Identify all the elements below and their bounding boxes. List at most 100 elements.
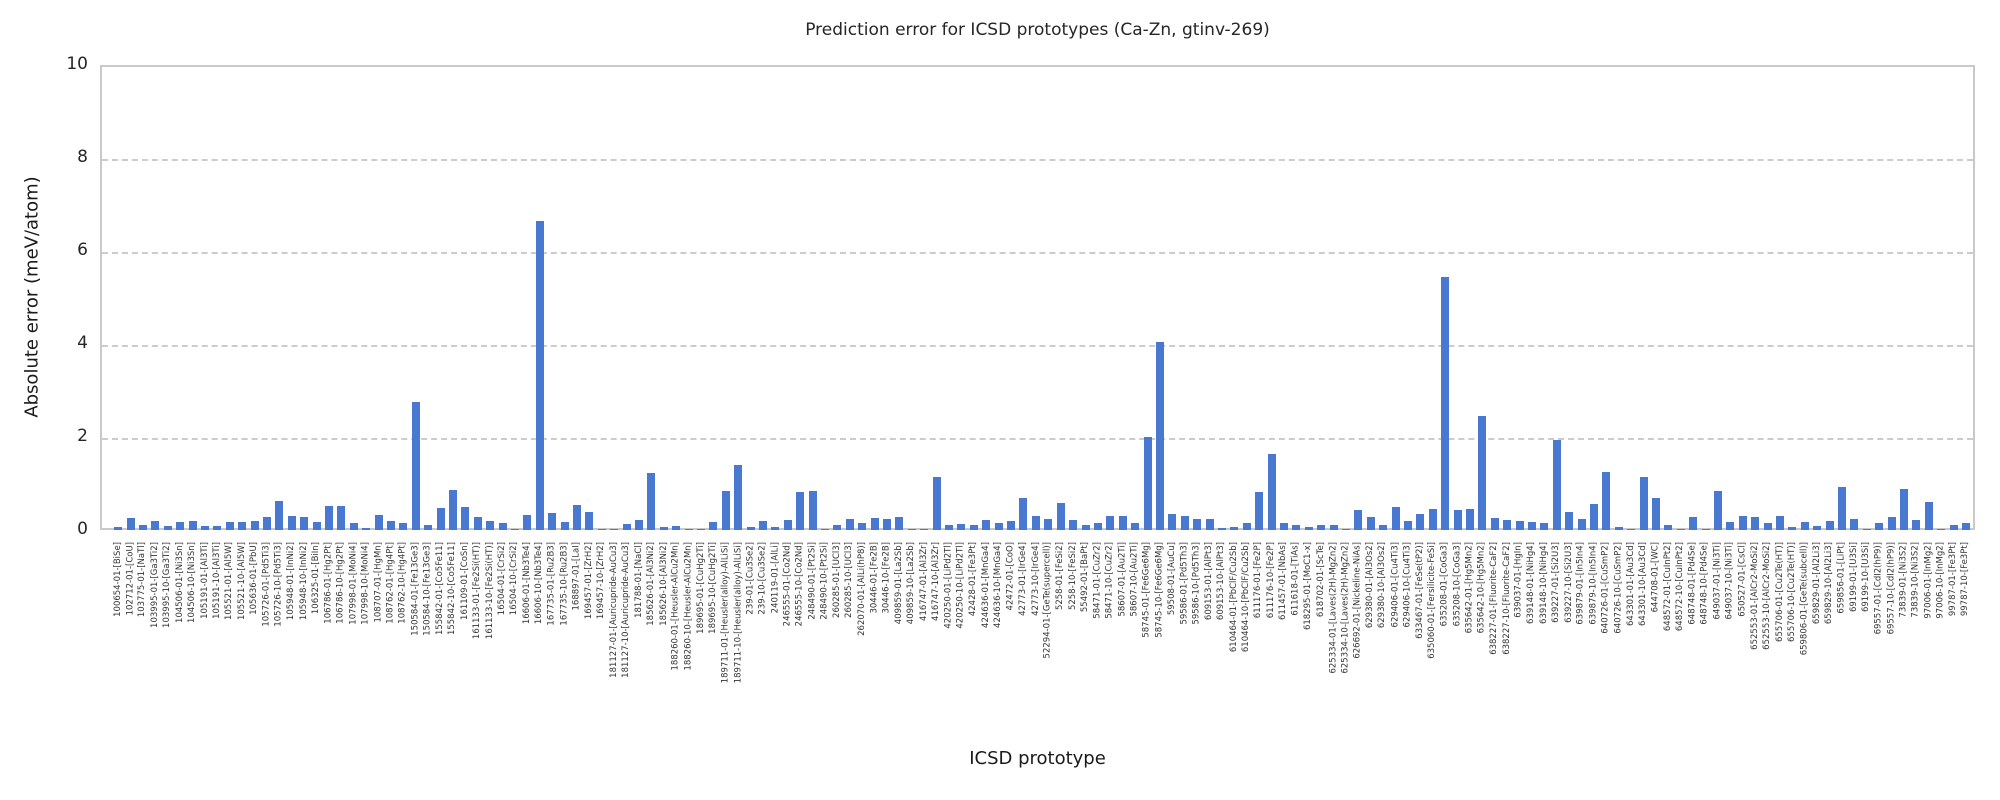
bar — [635, 520, 644, 530]
bar — [697, 529, 706, 530]
x-tick-label: 629380-01-[Al3Os2] — [1365, 542, 1376, 629]
bar — [461, 507, 470, 530]
x-tick-label: 103775-01-[NaTl] — [137, 542, 148, 618]
bar — [821, 529, 830, 530]
bar — [932, 477, 941, 530]
bar — [548, 513, 557, 530]
bar — [994, 523, 1003, 530]
x-tick-label: 246555-10-[Co2Nd] — [794, 542, 805, 627]
bar — [1689, 517, 1698, 530]
x-tick-label: 639227-01-[Si2U3] — [1551, 542, 1562, 623]
x-tick-label: 104506-01-[Ni3Sn] — [174, 542, 185, 623]
bar — [833, 525, 842, 530]
bar — [1329, 525, 1338, 530]
chart-title: Prediction error for ICSD prototypes (Ca… — [805, 20, 1270, 40]
x-tick-label: 155842-01-[Co5Fe11] — [435, 542, 446, 636]
x-tick-label: 103995-10-[Ga3Ti2] — [162, 542, 173, 628]
bar — [1701, 529, 1710, 530]
x-tick-label: 610464-01-[PbClF/Cu2Sb] — [1228, 542, 1239, 653]
bar — [337, 506, 346, 530]
x-tick-label: 150584-10-[Fe13Ge3] — [422, 542, 433, 636]
y-tick-label: 10 — [66, 54, 88, 74]
x-tick-label: 420250-01-[LiPd2Tl] — [943, 542, 954, 629]
x-tick-label: 161133-01-[Fe2Si(HT)] — [472, 542, 483, 640]
x-tick-label: 644708-01-[WC] — [1650, 542, 1661, 613]
bar — [1131, 523, 1140, 530]
x-tick-label: 102712-01-[CoU] — [125, 542, 136, 616]
x-tick-label: 416747-10-[Al3Zr] — [931, 542, 942, 621]
bar — [126, 518, 135, 530]
x-tick-label: 633467-01-[FeSe(tP2)] — [1414, 542, 1425, 639]
bar — [1552, 440, 1561, 530]
bar — [486, 521, 495, 530]
bar — [845, 519, 854, 530]
x-tick-label: 629406-01-[Cu4Ti3] — [1390, 542, 1401, 628]
x-tick-label: 643301-10-[Au3Cd] — [1638, 542, 1649, 626]
x-tick-label: 105948-10-[InNi2] — [298, 542, 309, 621]
x-tick-label: 105191-01-[Al3Ti] — [199, 542, 210, 619]
bar — [1093, 523, 1102, 530]
bar — [1713, 491, 1722, 530]
bar — [1800, 522, 1809, 530]
x-tick-label: 16606-10-[Nb3Te4] — [534, 542, 545, 625]
x-tick-label: 659856-01-[LiPt] — [1836, 542, 1847, 614]
x-tick-label: 30446-10-[Fe2B] — [881, 542, 892, 614]
x-tick-label: 69199-01-[U3Si] — [1848, 542, 1859, 613]
x-tick-label: 625334-01-[Laves(2H)-MgZn2] — [1328, 542, 1339, 674]
x-tick-label: 169457-10-[ZrH2] — [596, 542, 607, 620]
bar — [1267, 454, 1276, 530]
bar — [1465, 509, 1474, 530]
x-tick-label: 105948-01-[InNi2] — [286, 542, 297, 621]
x-tick-label: 106786-10-[Hg2Pt] — [335, 542, 346, 624]
x-tick-label: 409859-10-[La2Sb] — [906, 542, 917, 625]
bar — [808, 491, 817, 530]
x-tick-label: 650527-01-[CsCl] — [1737, 542, 1748, 617]
bar — [449, 490, 458, 530]
x-tick-label: 58745-10-[Fe6Ge6Mg] — [1154, 542, 1165, 638]
x-tick-label: 659829-10-[Al2Li3] — [1824, 542, 1835, 625]
x-tick-label: 610464-10-[PbClF/Cu2Sb] — [1241, 542, 1252, 653]
x-tick-label: 59508-01-[AuCu] — [1166, 542, 1177, 616]
x-tick-label: 73839-01-[Ni3S2] — [1898, 542, 1909, 618]
bar — [411, 402, 420, 530]
bar — [225, 522, 234, 530]
bar — [1341, 529, 1350, 530]
bar — [1577, 519, 1586, 530]
bar — [1850, 519, 1859, 530]
bar — [1788, 527, 1797, 530]
x-tick-label: 42773-01-[IrGe4] — [1017, 542, 1028, 616]
bar — [1527, 522, 1536, 530]
bar — [672, 526, 681, 530]
x-tick-label: 189695-10-[CuHg2Ti] — [707, 542, 718, 634]
x-tick-label: 639037-01-[HgIn] — [1514, 542, 1525, 618]
bar — [1664, 525, 1673, 530]
x-axis-title: ICSD prototype — [969, 748, 1106, 769]
x-tick-label: 420250-10-[LiPd2Tl] — [955, 542, 966, 629]
x-tick-label: 69199-10-[U3Si] — [1861, 542, 1872, 613]
bar — [250, 521, 259, 530]
bar — [1019, 498, 1028, 530]
bar — [1589, 504, 1598, 530]
bar — [1862, 529, 1871, 530]
bar — [1614, 527, 1623, 530]
bar — [473, 517, 482, 530]
bar — [945, 525, 954, 530]
x-tick-label: 97006-01-[InMg2] — [1923, 542, 1934, 619]
bar — [1887, 517, 1896, 530]
x-tick-label: 639148-01-[NiHg4] — [1526, 542, 1537, 624]
x-tick-label: 161109-01-[CoSn] — [459, 542, 470, 620]
bar — [1279, 523, 1288, 530]
x-tick-label: 161133-10-[Fe2Si(HT)] — [484, 542, 495, 640]
bar — [622, 524, 631, 530]
x-tick-label: 639879-10-[In5In4] — [1588, 542, 1599, 625]
bar — [498, 523, 507, 530]
x-tick-label: 100654-01-[BiSe] — [112, 542, 123, 617]
x-tick-label: 648572-01-[CuInPt2] — [1662, 542, 1673, 632]
y-tick-label: 8 — [77, 147, 88, 167]
bar — [523, 515, 532, 530]
x-tick-label: 167735-01-[Ru2B3] — [546, 542, 557, 626]
x-tick-label: 155842-10-[Co5Fe11] — [447, 542, 458, 636]
bar — [684, 529, 693, 530]
x-tick-label: 16504-01-[CrSi2] — [497, 542, 508, 616]
bar — [511, 529, 520, 530]
